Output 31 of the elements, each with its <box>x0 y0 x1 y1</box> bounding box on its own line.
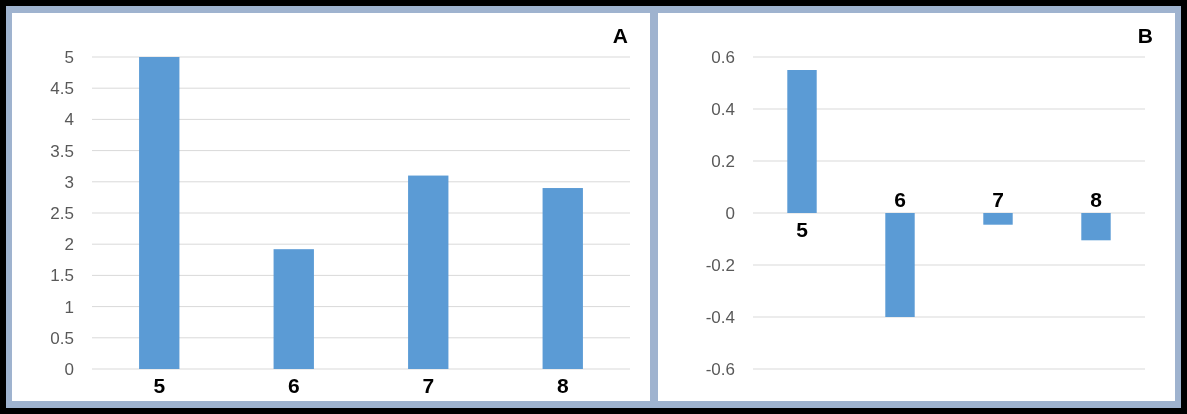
y-tick-label: 0.2 <box>711 151 735 171</box>
y-tick-label: 0.4 <box>711 99 735 119</box>
y-tick-label: 0 <box>725 203 735 223</box>
x-tick-label: 7 <box>422 374 435 397</box>
y-tick-label: 4 <box>64 110 74 130</box>
x-tick-label: 7 <box>992 188 1004 211</box>
y-tick-label: 5 <box>64 47 74 67</box>
y-tick-label: 3.5 <box>50 141 74 161</box>
y-tick-label: 3 <box>64 172 74 192</box>
bar <box>139 57 180 369</box>
y-tick-label: 0.5 <box>50 328 74 348</box>
y-tick-label: 1 <box>64 297 74 317</box>
chart-title: B <box>1137 24 1153 47</box>
y-tick-label: -0.6 <box>705 359 735 379</box>
x-tick-label: 6 <box>287 374 300 397</box>
y-tick-label: -0.4 <box>705 307 735 327</box>
y-tick-label: 1.5 <box>50 266 74 286</box>
y-tick-label: 0 <box>64 359 74 379</box>
bar <box>408 175 449 369</box>
y-tick-label: 0.6 <box>711 47 735 67</box>
x-tick-label: 8 <box>1090 188 1103 211</box>
y-tick-label: 4.5 <box>50 79 74 99</box>
x-tick-label: 5 <box>153 374 166 397</box>
x-tick-label: 6 <box>894 188 906 211</box>
y-tick-label: 2.5 <box>50 203 74 223</box>
y-tick-label: -0.2 <box>705 255 735 275</box>
bar <box>273 249 314 369</box>
chart-title: A <box>612 24 628 47</box>
bar <box>542 188 583 369</box>
x-tick-label: 8 <box>556 374 569 397</box>
y-tick-label: 2 <box>64 235 74 255</box>
